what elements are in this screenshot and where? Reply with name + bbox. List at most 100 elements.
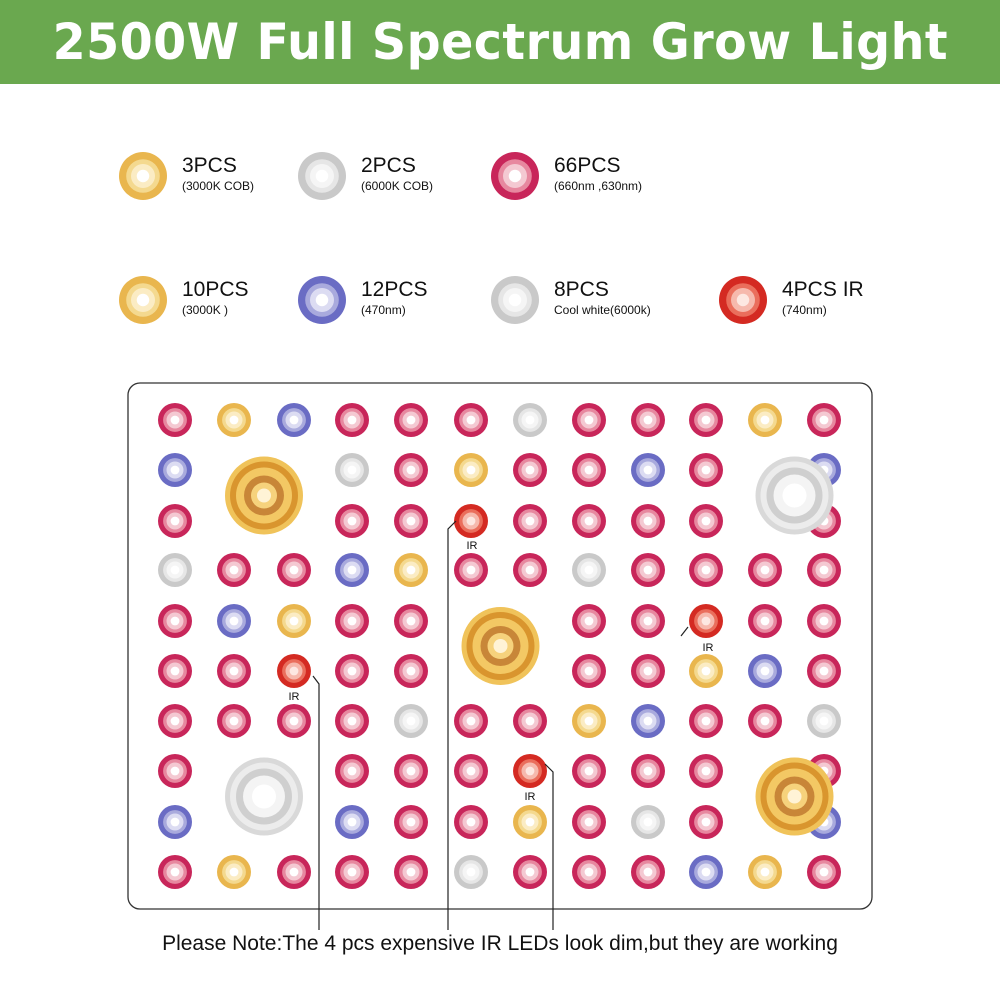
legend-swatch-blue (298, 276, 346, 324)
legend-spec-white: Cool white(6000k) (554, 303, 651, 317)
red-led (158, 855, 192, 889)
blue-led-icon (298, 276, 346, 324)
red-led (807, 604, 841, 638)
warm-led (394, 553, 428, 587)
red-led (631, 553, 665, 587)
cob_white-led-icon (298, 152, 346, 200)
red-led (158, 604, 192, 638)
red-led (158, 704, 192, 738)
legend-spec-blue: (470nm) (361, 303, 406, 317)
ir-led (277, 654, 311, 688)
red-led (335, 654, 369, 688)
page-title: 2500W Full Spectrum Grow Light (52, 13, 948, 71)
red-led (394, 403, 428, 437)
red-led (454, 403, 488, 437)
cob-warm-led (755, 757, 834, 836)
warm-led (748, 855, 782, 889)
red-led (217, 654, 251, 688)
led-grid (158, 403, 841, 889)
legend-spec-cob_warm: (3000K COB) (182, 179, 255, 193)
red-led (631, 403, 665, 437)
warm-led (689, 654, 723, 688)
ir-label: IR (289, 691, 300, 703)
white-led (454, 855, 488, 889)
red-led (689, 504, 723, 538)
ir-label: IR (525, 791, 536, 803)
red-led (158, 504, 192, 538)
red-led (807, 403, 841, 437)
red-led (277, 704, 311, 738)
red-led (335, 504, 369, 538)
ir-label: IR (703, 642, 714, 654)
ir-callouts (312, 520, 689, 930)
legend-spec-ir: (740nm) (782, 303, 827, 317)
red-led (631, 604, 665, 638)
cob-white-led (225, 757, 303, 836)
red-led (807, 553, 841, 587)
blue-led (277, 403, 311, 437)
cob-warm-led (461, 607, 540, 685)
blue-led (689, 855, 723, 889)
red-led (631, 504, 665, 538)
red-led (394, 805, 428, 839)
red-led (572, 504, 606, 538)
title-banner: 2500W Full Spectrum Grow Light (0, 0, 1000, 84)
legend-spec-red: (660nm ,630nm) (554, 179, 643, 193)
red-led (689, 754, 723, 788)
warm-led (748, 403, 782, 437)
red-led (394, 855, 428, 889)
red-led (572, 403, 606, 437)
red-led (631, 654, 665, 688)
ir-led (689, 604, 723, 638)
blue-led (335, 805, 369, 839)
red-led (454, 704, 488, 738)
red-led (394, 453, 428, 487)
red-led (158, 403, 192, 437)
legend-count-ir: 4PCS IR (782, 278, 864, 301)
warm-led (572, 704, 606, 738)
red-led (394, 604, 428, 638)
red-led (335, 855, 369, 889)
red-led (394, 504, 428, 538)
red-led-icon (491, 152, 539, 200)
white-led (807, 704, 841, 738)
red-led (689, 805, 723, 839)
legend-spec-warm: (3000K ) (182, 303, 229, 317)
white-led (572, 553, 606, 587)
blue-led (158, 805, 192, 839)
legend-count-white: 8PCS (554, 278, 609, 301)
red-led (217, 704, 251, 738)
red-led (807, 855, 841, 889)
red-led (277, 855, 311, 889)
red-led (394, 654, 428, 688)
legend-swatch-ir (719, 276, 767, 324)
legend-swatch-white (491, 276, 539, 324)
warm-led (513, 805, 547, 839)
red-led (689, 453, 723, 487)
legend-swatch-red (491, 152, 539, 200)
red-led (513, 504, 547, 538)
note-text: Please Note:The 4 pcs expensive IR LEDs … (162, 932, 838, 955)
red-led (572, 805, 606, 839)
red-led (689, 403, 723, 437)
red-led (513, 704, 547, 738)
red-led (807, 654, 841, 688)
legend-count-blue: 12PCS (361, 278, 428, 301)
red-led (513, 553, 547, 587)
red-led (277, 553, 311, 587)
white-led (513, 403, 547, 437)
blue-led (158, 453, 192, 487)
red-led (572, 604, 606, 638)
white-led (394, 704, 428, 738)
legend-count-cob_warm: 3PCS (182, 154, 237, 177)
legend-count-red: 66PCS (554, 154, 621, 177)
blue-led (631, 704, 665, 738)
cob-white-led (755, 456, 834, 535)
ir-led (454, 504, 488, 538)
legend-swatch-cob_white (298, 152, 346, 200)
red-led (454, 754, 488, 788)
red-led (394, 754, 428, 788)
cob_warm-led-icon (119, 152, 167, 200)
white-led (158, 553, 192, 587)
red-led (572, 453, 606, 487)
